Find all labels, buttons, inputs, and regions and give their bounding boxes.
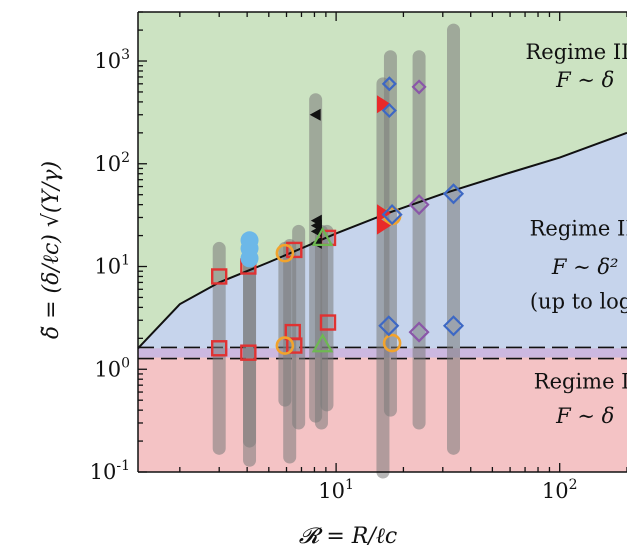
diamond-marker-7-1 (381, 76, 397, 92)
circle-open-marker-3-1 (275, 243, 295, 263)
regime-3-line1: Regime III: (525, 40, 627, 64)
square-marker-1-4 (211, 340, 228, 357)
diamond-marker-7-5 (442, 183, 465, 205)
circle-open-marker-3-2 (275, 336, 295, 355)
regime-2-line1: Regime II: (530, 217, 627, 241)
regime-1-line1: Regime I: (534, 369, 627, 393)
triangle-right-marker-6-3 (376, 216, 391, 235)
circle-open-marker-3-4 (382, 333, 402, 353)
regime-labels: Regime III: F ∼ δ Regime II: F ∼ δ² (up to l… (525, 40, 627, 428)
diamond-marker-8-1 (411, 79, 427, 95)
square-marker-1-8 (319, 314, 337, 331)
x-tick-label-2: 102 (542, 477, 578, 503)
diamond-marker-7-4 (442, 315, 465, 337)
square-marker-1-3 (286, 241, 303, 259)
axis-ticks: 101 102 10-1 100 101 102 103 (90, 11, 627, 503)
diamond-marker-8-3 (408, 321, 430, 343)
y-axis-label: δ̃ = (δ/ℓc) √(Y/γ) (39, 161, 64, 339)
square-marker-1-1 (211, 268, 228, 285)
regime-2-line2: F ∼ δ² (551, 255, 619, 279)
square-marker-1-7 (286, 337, 303, 354)
y-tick-label-5: 103 (94, 47, 130, 73)
triangle-left-marker-4-1 (309, 108, 321, 121)
circle-marker-2-3 (240, 249, 259, 268)
triangle-up-marker-5-1 (311, 226, 334, 246)
regime-2-line3: (up to log) (530, 290, 627, 314)
regime-3-line2: F ∼ δ (555, 68, 614, 92)
diamond-marker-8-2 (408, 194, 430, 216)
regime-1-line2: F ∼ δ (555, 404, 614, 428)
x-axis-label: 𝓡 = R/ℓc (299, 524, 397, 549)
y-tick-label-1: 10-1 (90, 458, 130, 484)
diamond-marker-7-3 (378, 315, 400, 337)
square-marker-1-5 (240, 344, 257, 361)
y-tick-label-2: 100 (94, 355, 130, 381)
y-tick-label-3: 101 (94, 253, 130, 279)
diamond-marker-7-6 (381, 204, 403, 226)
data-markers (211, 76, 465, 361)
triangle-up-marker-5-2 (311, 333, 334, 353)
y-tick-label-4: 102 (94, 150, 130, 176)
x-tick-label-1: 101 (318, 477, 354, 503)
diamond-marker-7-2 (381, 102, 397, 119)
triangle-right-marker-6-1 (376, 95, 391, 114)
